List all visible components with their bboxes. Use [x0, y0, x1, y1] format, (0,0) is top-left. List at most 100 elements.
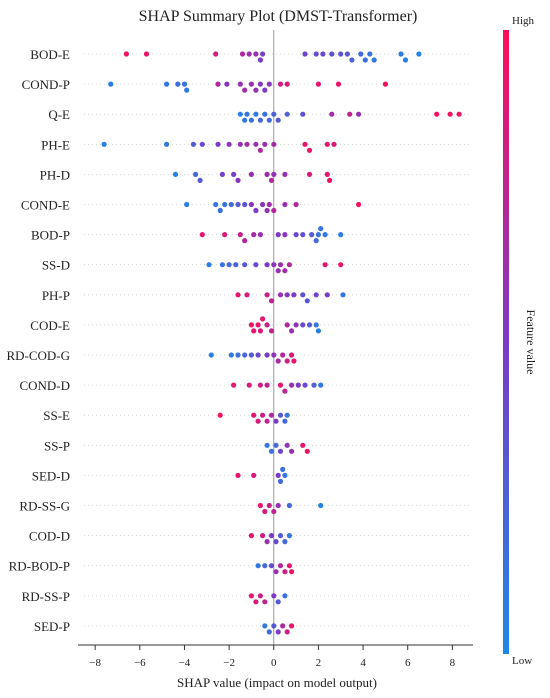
- shap-point: [260, 201, 266, 208]
- shap-point: [248, 352, 254, 358]
- shap-point: [338, 262, 344, 268]
- shap-point: [257, 117, 263, 123]
- x-tick-label: 0: [271, 657, 277, 669]
- feature-label: COND-D: [19, 378, 70, 393]
- shap-point: [271, 141, 277, 147]
- shap-point: [253, 262, 259, 268]
- shap-point: [199, 232, 205, 238]
- shap-point: [253, 599, 259, 605]
- x-tick-label: −8: [89, 657, 101, 669]
- shap-point: [340, 292, 346, 298]
- shap-point: [242, 238, 248, 244]
- shap-point: [282, 472, 288, 478]
- x-tick-label: 4: [360, 657, 366, 669]
- shap-point: [260, 412, 266, 418]
- shap-point: [242, 201, 248, 208]
- shap-point: [257, 502, 263, 509]
- shap-point: [275, 268, 281, 274]
- shap-point: [356, 201, 362, 208]
- shap-point: [277, 533, 284, 539]
- colorbar-low-label: Low: [512, 655, 532, 667]
- shap-point: [277, 448, 284, 454]
- shap-point: [284, 412, 290, 418]
- shap-point: [206, 262, 212, 268]
- shap-point: [271, 262, 277, 268]
- shap-point: [213, 201, 219, 208]
- shap-point: [222, 232, 228, 238]
- shap-point: [219, 262, 225, 268]
- shap-point: [268, 328, 275, 334]
- shap-point: [295, 382, 301, 388]
- feature-label: Q-E: [48, 107, 70, 122]
- shap-point: [226, 262, 232, 268]
- shap-point: [266, 81, 272, 87]
- shap-point: [235, 292, 241, 298]
- feature-label: COND-P: [22, 77, 70, 92]
- shap-point: [304, 298, 310, 304]
- shap-point: [286, 502, 292, 509]
- shap-point: [277, 81, 284, 87]
- x-tick-label: −4: [179, 657, 191, 669]
- shap-point: [264, 171, 270, 177]
- shap-point: [235, 352, 241, 358]
- shap-point: [217, 412, 223, 418]
- shap-point: [327, 177, 333, 183]
- shap-point: [275, 232, 281, 238]
- shap-point: [246, 382, 252, 388]
- shap-point: [226, 141, 232, 147]
- shap-point: [286, 533, 292, 539]
- shap-point: [257, 81, 263, 87]
- shap-point: [300, 292, 306, 298]
- shap-point: [275, 629, 281, 635]
- shap-point: [101, 141, 107, 147]
- shap-point: [300, 111, 306, 117]
- shap-point: [329, 51, 335, 57]
- shap-point: [273, 418, 279, 424]
- feature-label: SS-D: [42, 258, 70, 273]
- shap-point: [257, 328, 263, 334]
- shap-point: [264, 262, 270, 268]
- shap-point: [262, 141, 268, 147]
- shap-point: [268, 448, 275, 454]
- feature-labels: BOD-E COND-P Q-E PH-E PH-D COND-E BOD-P SS-D PH-…: [6, 47, 70, 634]
- shap-point: [289, 328, 295, 334]
- shap-point: [282, 268, 288, 274]
- shap-point: [282, 539, 288, 545]
- shap-point: [268, 298, 275, 304]
- shap-point: [255, 352, 261, 358]
- shap-point: [277, 478, 284, 484]
- x-tick-label: 8: [450, 657, 456, 669]
- shap-point: [251, 232, 257, 238]
- shap-point: [248, 117, 254, 123]
- shap-point: [222, 201, 228, 208]
- shap-point: [300, 232, 306, 238]
- shap-point: [293, 322, 299, 328]
- shap-point: [289, 352, 295, 358]
- shap-point: [275, 472, 281, 478]
- shap-point: [284, 292, 290, 298]
- shap-point: [231, 171, 237, 177]
- shap-point: [318, 502, 324, 509]
- shap-point: [300, 442, 306, 448]
- shap-point: [402, 57, 409, 63]
- x-tick-label: −2: [223, 657, 235, 669]
- feature-gridlines: [84, 53, 472, 627]
- feature-label: SS-P: [44, 438, 70, 453]
- shap-point: [253, 141, 259, 147]
- shap-point: [123, 51, 129, 57]
- shap-point: [362, 57, 368, 63]
- shap-point: [266, 201, 272, 208]
- shap-point: [271, 623, 277, 629]
- shap-point: [193, 171, 199, 177]
- shap-point: [197, 177, 203, 183]
- shap-point: [277, 382, 284, 388]
- shap-point: [331, 141, 337, 147]
- shap-point: [318, 226, 324, 232]
- shap-point: [255, 322, 261, 328]
- shap-point: [349, 57, 355, 63]
- shap-point: [184, 201, 190, 208]
- shap-point: [315, 81, 321, 87]
- shap-point: [244, 111, 250, 117]
- shap-point: [284, 81, 290, 87]
